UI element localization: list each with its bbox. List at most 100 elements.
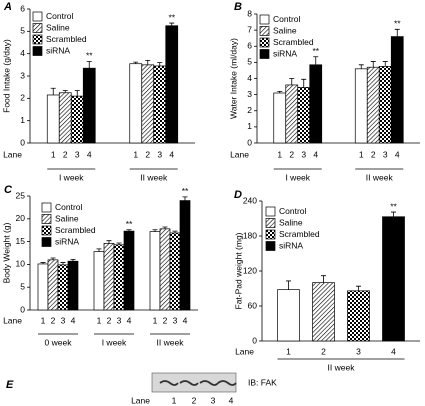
bar	[366, 66, 380, 144]
legend-label: siRNA	[46, 45, 70, 55]
lane-number: 1	[41, 315, 46, 325]
bar	[67, 260, 79, 311]
error-bar	[50, 257, 56, 260]
error-bar	[313, 56, 319, 65]
y-tick-label: 5	[247, 57, 252, 67]
legend-label: Control	[279, 206, 307, 216]
significance: **	[182, 186, 189, 196]
lane-number: 2	[163, 315, 168, 325]
error-bar	[370, 61, 376, 68]
y-tick-label: 60	[248, 300, 258, 310]
significance: **	[390, 201, 397, 211]
lane-number: 3	[61, 315, 66, 325]
blot-panel: E IB: FAK Lane 1 2 3 4	[6, 372, 277, 405]
legend-swatch	[32, 11, 43, 22]
legend-swatch	[32, 46, 43, 56]
y-tick-label: 4	[247, 73, 252, 83]
legend-swatch	[259, 37, 270, 48]
legend-label: Saline	[273, 25, 297, 35]
y-tick-label: 6	[247, 41, 252, 51]
error-bar	[70, 258, 76, 262]
panel-letter: E	[6, 379, 14, 391]
error-bar	[182, 196, 188, 201]
lane-number: 4	[169, 149, 174, 159]
blot-bands	[159, 380, 237, 386]
error-bar	[289, 78, 295, 85]
legend-swatch	[265, 206, 276, 217]
error-bar	[277, 91, 283, 94]
legend-label: Control	[55, 202, 83, 212]
y-tick-label: 4	[20, 48, 25, 58]
lane-number: 4	[183, 315, 188, 325]
legend-swatch	[41, 237, 52, 247]
lane-number: 2	[321, 346, 326, 356]
bar	[93, 251, 105, 311]
error-bar	[157, 62, 163, 66]
panel-letter: B	[234, 1, 242, 13]
lane-number: 1	[359, 149, 364, 159]
lane-number: 3	[173, 315, 178, 325]
bar	[57, 264, 69, 311]
y-axis-title: Water Intake (ml/day)	[228, 38, 238, 119]
error-bar	[169, 22, 175, 26]
bar	[382, 216, 405, 342]
y-tick-label: 1	[247, 121, 252, 131]
bar	[285, 84, 299, 144]
lane-label: Lane	[3, 149, 22, 159]
bar	[37, 263, 49, 311]
bar	[390, 36, 404, 144]
lane-number: 1	[153, 315, 158, 325]
error-bar	[301, 78, 307, 88]
legend-label: Saline	[46, 22, 70, 32]
y-tick-label: 120	[243, 265, 257, 275]
y-tick-label: 240	[243, 195, 257, 205]
lane-number: 3	[211, 395, 216, 405]
error-bar	[86, 61, 92, 69]
bar	[277, 289, 300, 342]
bar	[297, 87, 311, 144]
bar	[378, 66, 392, 144]
lane-label: Lane	[230, 149, 249, 159]
error-bar	[96, 248, 102, 252]
y-tick-label: 0	[247, 137, 252, 147]
legend-swatch	[265, 241, 276, 251]
lane-number: 4	[313, 149, 318, 159]
y-tick-label: 8	[247, 8, 252, 18]
y-tick-label: 7	[247, 24, 252, 34]
lane-number: 2	[289, 149, 294, 159]
y-tick-label: 0	[20, 304, 25, 314]
lane-number: 3	[75, 149, 80, 159]
legend-swatch	[265, 218, 276, 228]
error-bar	[162, 226, 168, 229]
lane-number: 3	[157, 149, 162, 159]
legend-label: siRNA	[279, 240, 303, 250]
y-axis-title: Body Weight (g)	[1, 222, 11, 283]
lane-number: 1	[277, 149, 282, 159]
legend-label: Saline	[55, 213, 79, 223]
y-tick-label: 3	[247, 89, 252, 99]
group-label: II week	[328, 362, 356, 372]
lane-number: 1	[97, 315, 102, 325]
lane-number: 2	[63, 149, 68, 159]
lane-label: Lane	[3, 315, 22, 325]
legend-swatch	[259, 49, 270, 59]
y-tick-label: 180	[243, 230, 257, 240]
bar	[47, 259, 59, 311]
lane-label: Lane	[131, 395, 150, 405]
lane-number: 1	[286, 346, 291, 356]
panel-letter: C	[4, 184, 13, 196]
bar	[153, 65, 167, 144]
chart-panel: D Fat-Pad weight (mg) 0 60 120 180 240 Lane 1 2 3 *…	[233, 189, 420, 372]
error-bar	[391, 211, 396, 217]
significance: **	[394, 19, 401, 29]
group-label: II week	[140, 172, 168, 182]
legend-swatch	[259, 14, 270, 25]
error-bar	[356, 285, 361, 291]
y-tick-label: 5	[20, 26, 25, 36]
legend-label: siRNA	[55, 236, 79, 246]
